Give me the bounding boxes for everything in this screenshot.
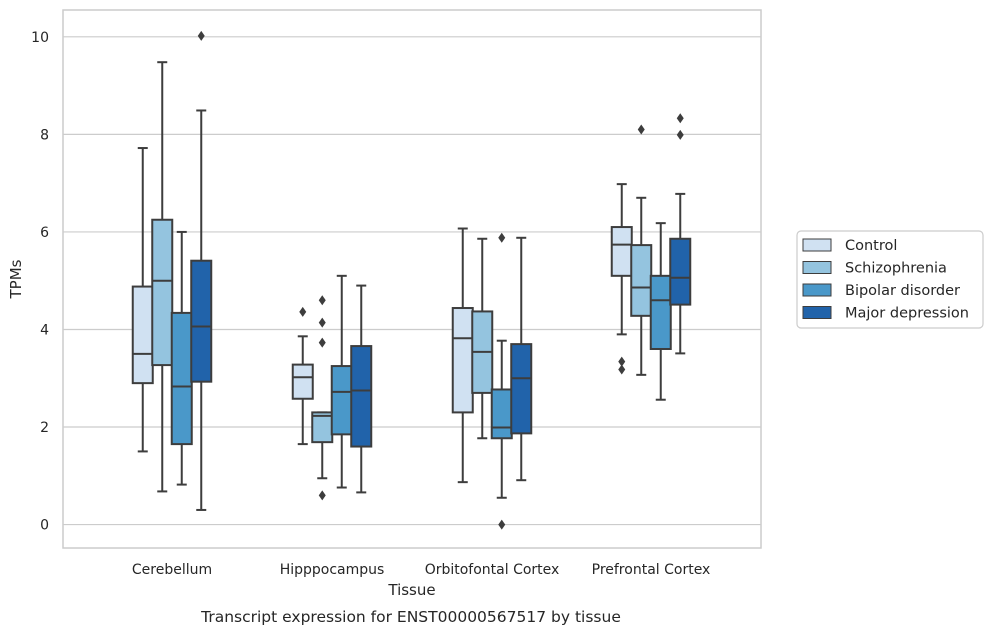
legend-swatch — [802, 283, 832, 297]
box — [311, 295, 334, 501]
box-plot-series — [131, 30, 692, 530]
box-iqr — [131, 285, 154, 385]
series-major-depression — [190, 30, 692, 511]
outlier-point — [318, 337, 326, 348]
legend-label: Control — [845, 238, 897, 254]
box-iqr — [510, 343, 533, 435]
box — [451, 227, 474, 484]
box — [151, 61, 174, 493]
series-bipolar-disorder — [170, 222, 672, 530]
outlier-point — [318, 490, 326, 501]
series-schizophrenia — [151, 61, 653, 501]
box — [170, 230, 193, 486]
box-iqr — [190, 259, 213, 383]
legend-label: Schizophrenia — [845, 261, 947, 277]
box-iqr — [291, 363, 314, 400]
box-iqr — [630, 244, 653, 317]
box — [630, 124, 653, 376]
box — [649, 222, 672, 401]
outlier-point — [498, 519, 506, 530]
y-tick-label: 6 — [40, 225, 49, 241]
legend-frame — [796, 230, 984, 329]
box-iqr — [151, 218, 174, 367]
box — [490, 232, 513, 530]
outlier-point — [637, 124, 645, 135]
x-tick-label: Orbitofontal Cortex — [425, 562, 560, 578]
box-iqr — [610, 226, 633, 277]
y-axis-label: TPMs — [7, 259, 25, 299]
outlier-point — [676, 113, 684, 124]
y-tick-label: 8 — [40, 127, 49, 143]
box-iqr — [311, 411, 334, 444]
outlier-point — [618, 356, 626, 367]
legend-item: Major depression — [802, 306, 969, 322]
outlier-point — [299, 306, 307, 317]
box — [330, 274, 353, 489]
box-iqr — [451, 307, 474, 414]
box — [610, 183, 633, 375]
legend-swatch — [802, 306, 832, 319]
legend-item: Control — [802, 238, 897, 254]
box-iqr — [170, 311, 193, 446]
x-axis-ticks: Cerebellum Hipppocampus Orbitofontal Corte… — [132, 562, 710, 578]
legend-item: Bipolar disorder — [802, 283, 960, 299]
box-iqr — [649, 274, 672, 350]
legend-item: Schizophrenia — [802, 261, 947, 277]
box — [190, 30, 213, 511]
y-axis-ticks: 0 2 4 6 8 10 — [31, 30, 49, 534]
chart-caption: Transcript expression for ENST0000056751… — [200, 608, 621, 626]
outlier-point — [197, 30, 205, 41]
legend-swatch — [802, 238, 832, 252]
legend: Control Schizophrenia Bipolar disorder Majo… — [796, 230, 984, 329]
box — [131, 147, 154, 453]
plot-area-frame — [62, 9, 762, 549]
outlier-point — [618, 364, 626, 375]
outlier-point — [498, 232, 506, 243]
x-tick-label: Hipppocampus — [280, 562, 385, 578]
box-iqr — [330, 365, 353, 436]
y-tick-label: 4 — [40, 322, 49, 338]
x-tick-label: Prefrontal Cortex — [592, 562, 711, 578]
y-tick-label: 2 — [40, 420, 49, 436]
box — [510, 236, 533, 482]
legend-label: Bipolar disorder — [845, 283, 960, 299]
y-tick-label: 10 — [31, 30, 49, 46]
outlier-point — [318, 317, 326, 328]
box-iqr — [669, 237, 692, 306]
y-tick-label: 0 — [40, 518, 49, 534]
legend-swatch — [802, 261, 832, 274]
box — [669, 113, 692, 355]
box-iqr — [490, 388, 513, 440]
x-tick-label: Cerebellum — [132, 562, 212, 578]
box-iqr — [350, 345, 373, 448]
outlier-point — [318, 295, 326, 306]
box — [471, 237, 494, 440]
x-axis-label: Tissue — [387, 581, 435, 599]
box — [350, 284, 373, 494]
box — [291, 306, 314, 446]
outlier-point — [676, 129, 684, 140]
legend-label: Major depression — [845, 306, 969, 322]
